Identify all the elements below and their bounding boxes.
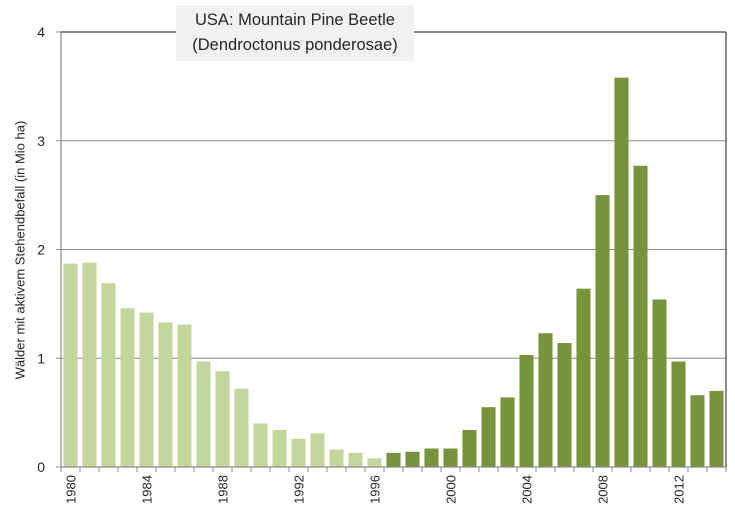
bar-2002 [481,407,496,467]
bar-2013 [690,395,705,467]
chart-subtitle: (Dendroctonus ponderosae) [192,36,398,54]
bar-1999 [424,448,439,467]
bar-1985 [158,322,173,467]
x-tick-labels: 1980 1984 1988 1992 1996 2000 2004 2008 2012 [64,475,687,504]
bar-2014 [709,390,724,467]
bar-1983 [120,308,135,467]
bar-1995 [348,452,363,467]
bar-1988 [215,371,230,467]
x-tick-label: 2012 [672,475,687,504]
bar-1980 [63,263,78,467]
bar-1990 [253,423,268,467]
y-tick-label: 1 [37,350,45,366]
bar-1993 [310,433,325,467]
bar-2006 [557,343,572,467]
x-tick-label: 1988 [216,475,231,504]
bar-1984 [139,312,154,467]
x-tick-label: 1980 [64,475,79,504]
bar-2001 [462,430,477,467]
x-tick-label: 1996 [368,475,383,504]
chart-title-box: USA: Mountain Pine Beetle (Dendroctonus … [176,5,414,61]
bar-1987 [196,361,211,467]
bars [63,77,724,468]
bar-1986 [177,324,192,467]
bar-2005 [538,333,553,467]
bar-1994 [329,449,344,467]
bar-1989 [234,388,249,467]
bar-2011 [652,299,667,467]
bar-2012 [671,361,686,467]
bar-1997 [386,452,401,467]
y-tick-label: 4 [37,24,45,40]
x-tick-label: 2000 [444,475,459,504]
y-tick-label: 2 [37,242,45,258]
y-tick-label: 0 [37,459,45,475]
x-tick-label: 2004 [520,475,535,504]
chart-title: USA: Mountain Pine Beetle [195,11,395,29]
y-tick-label: 3 [37,133,45,149]
y-tick-labels: 0 1 2 3 4 [37,24,45,475]
bar-2008 [595,195,610,467]
bar-1991 [272,430,287,467]
bar-1992 [291,438,306,467]
bar-1981 [82,262,97,467]
bar-2003 [500,397,515,467]
x-tick-label: 1984 [140,475,155,504]
bar-2000 [443,448,458,467]
x-tick-label: 2008 [596,475,611,504]
bar-1982 [101,283,116,467]
bar-2004 [519,354,534,467]
bar-1996 [367,458,382,467]
bar-2010 [633,165,648,467]
bar-2007 [576,288,591,467]
y-axis-label: Wälder mit aktivem Stehendbefall (in Mio… [12,120,28,380]
x-tick-label: 1992 [292,475,307,504]
bar-2009 [614,77,629,468]
bar-1998 [405,451,420,467]
